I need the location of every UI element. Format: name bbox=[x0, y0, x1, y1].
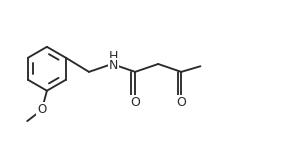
Text: O: O bbox=[176, 96, 186, 109]
Text: N: N bbox=[109, 59, 118, 72]
Text: O: O bbox=[130, 96, 140, 109]
Text: O: O bbox=[37, 103, 47, 116]
Text: H: H bbox=[109, 50, 118, 63]
